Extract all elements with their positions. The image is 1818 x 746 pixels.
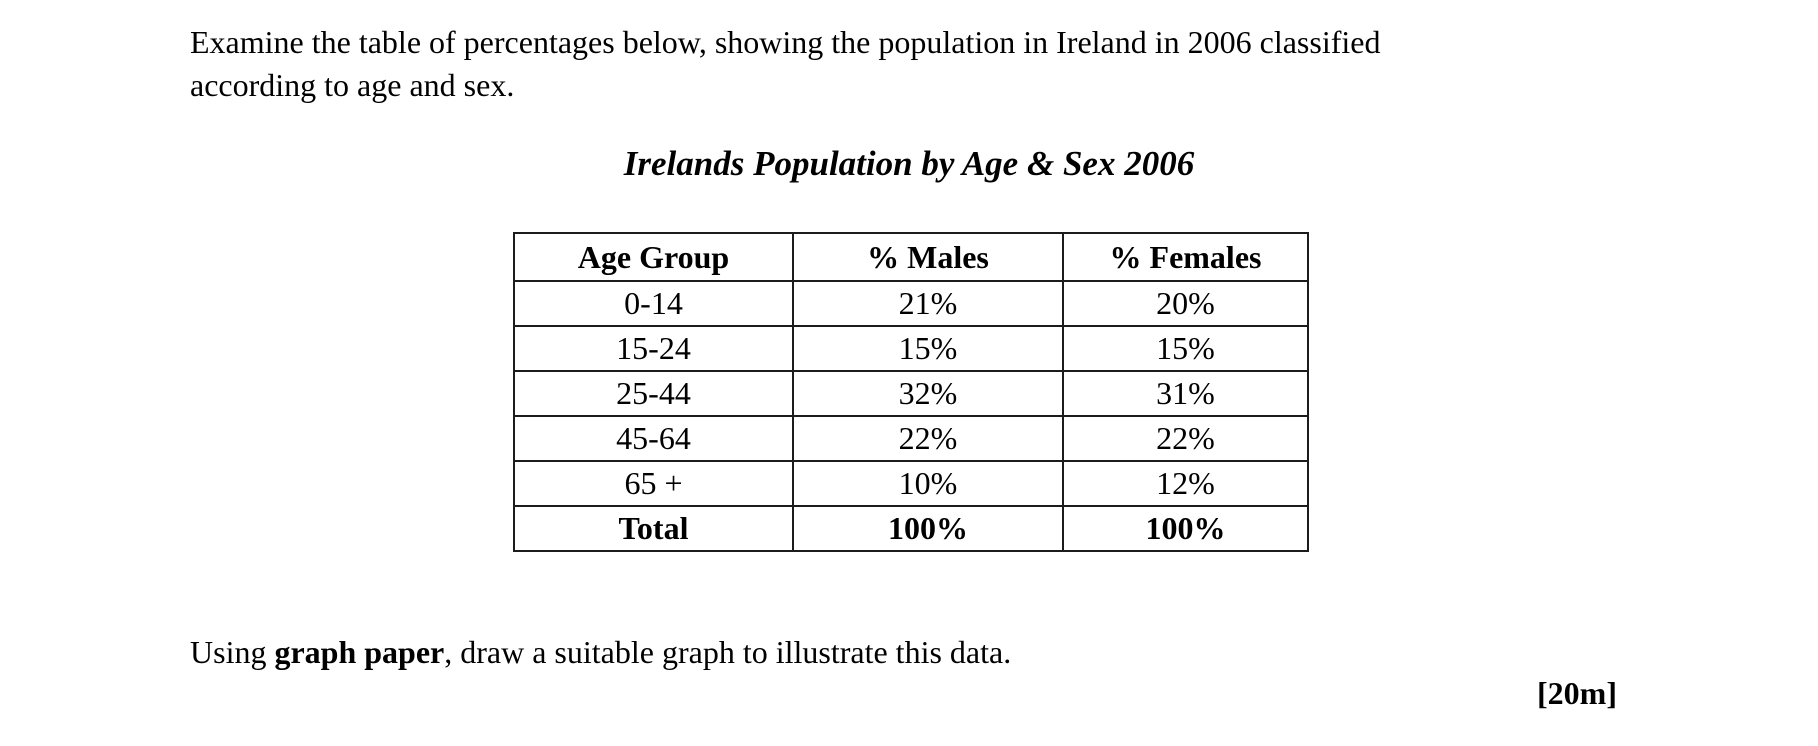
table-row-25-44: 25-44 32% 31% bbox=[513, 370, 1309, 417]
header-percent-males: % Males bbox=[792, 232, 1064, 282]
table-row-total: Total 100% 100% bbox=[513, 505, 1309, 552]
instruction-prefix: Using bbox=[190, 634, 275, 670]
cell-females: 15% bbox=[1062, 325, 1309, 372]
instruction-bold-term: graph paper bbox=[274, 634, 445, 670]
cell-age-group: 0-14 bbox=[513, 280, 794, 327]
intro-line-2: according to age and sex. bbox=[190, 67, 515, 103]
cell-males: 15% bbox=[792, 325, 1064, 372]
cell-total-label: Total bbox=[513, 505, 794, 552]
table-title: Irelands Population by Age & Sex 2006 bbox=[623, 144, 1195, 183]
header-percent-females: % Females bbox=[1062, 232, 1309, 282]
table-row-65-plus: 65 + 10% 12% bbox=[513, 460, 1309, 507]
cell-males: 22% bbox=[792, 415, 1064, 462]
cell-females: 22% bbox=[1062, 415, 1309, 462]
cell-females: 20% bbox=[1062, 280, 1309, 327]
cell-total-males: 100% bbox=[792, 505, 1064, 552]
cell-males: 10% bbox=[792, 460, 1064, 507]
cell-age-group: 45-64 bbox=[513, 415, 794, 462]
cell-age-group: 65 + bbox=[513, 460, 794, 507]
population-table: Age Group % Males % Females 0-14 21% 20%… bbox=[513, 232, 1309, 552]
cell-males: 32% bbox=[792, 370, 1064, 417]
table-row-15-24: 15-24 15% 15% bbox=[513, 325, 1309, 372]
cell-females: 31% bbox=[1062, 370, 1309, 417]
table-row-0-14: 0-14 21% 20% bbox=[513, 280, 1309, 327]
instruction-suffix: , draw a suitable graph to illustrate th… bbox=[444, 634, 1012, 670]
cell-females: 12% bbox=[1062, 460, 1309, 507]
intro-line-1: Examine the table of percentages below, … bbox=[190, 24, 1381, 60]
cell-age-group: 15-24 bbox=[513, 325, 794, 372]
table-row-45-64: 45-64 22% 22% bbox=[513, 415, 1309, 462]
header-age-group: Age Group bbox=[513, 232, 794, 282]
instruction-text: Using graph paper, draw a suitable graph… bbox=[190, 634, 1011, 671]
intro-paragraph: Examine the table of percentages below, … bbox=[190, 21, 1380, 107]
cell-males: 21% bbox=[792, 280, 1064, 327]
cell-total-females: 100% bbox=[1062, 505, 1309, 552]
table-header-row: Age Group % Males % Females bbox=[513, 232, 1309, 282]
marks-label: [20m] bbox=[1537, 675, 1617, 711]
cell-age-group: 25-44 bbox=[513, 370, 794, 417]
